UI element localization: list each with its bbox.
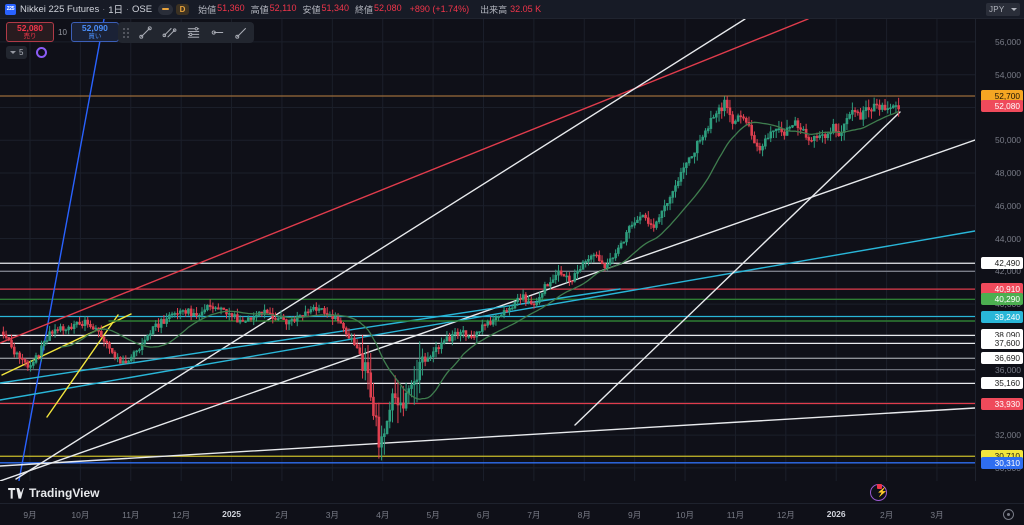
indicator-length-chip[interactable]: 5	[6, 46, 28, 59]
header-separator-2: ·	[126, 4, 129, 14]
price-axis-tick: 54,000	[995, 69, 1021, 80]
time-axis-tick: 2月	[879, 510, 894, 520]
price-axis-tick: 44,000	[995, 233, 1021, 244]
ray-icon[interactable]	[210, 25, 225, 40]
chevron-down-icon	[10, 51, 16, 54]
chart-header: 225 Nikkei 225 Futures · 1日 · OSE D 5136…	[0, 0, 1024, 19]
price-tag-level[interactable]: 37,600	[981, 337, 1023, 350]
parallel-channel-icon[interactable]	[162, 25, 177, 40]
ohlc-low-label: 安値	[302, 4, 321, 15]
price-tag-level[interactable]: 30,310	[981, 456, 1023, 469]
price-tag-level[interactable]: 33,930	[981, 397, 1023, 410]
trend-line-2-icon[interactable]	[234, 25, 249, 40]
crosshair-target-icon[interactable]	[1003, 509, 1014, 520]
price-axis-tick: 42,000	[995, 266, 1021, 277]
tradingview-label: TradingView	[29, 486, 100, 500]
horizontal-lines-icon[interactable]	[186, 25, 201, 40]
price-tag-last-price[interactable]: 52,080	[981, 100, 1023, 113]
price-tag-level[interactable]: 40,290	[981, 293, 1023, 306]
price-tag-level[interactable]: 36,690	[981, 352, 1023, 365]
time-axis-tick: 12月	[776, 510, 795, 520]
chart-canvas[interactable]	[0, 19, 975, 481]
session-dash-icon[interactable]	[158, 3, 174, 15]
trend-line-icon[interactable]	[138, 25, 153, 40]
price-tag-resistance[interactable]: 52,700	[981, 90, 1023, 102]
exchange-label[interactable]: OSE	[132, 3, 153, 15]
bolt-glyph: ⚡	[876, 487, 888, 497]
ohlc-low: 安値 51,340	[302, 3, 349, 16]
time-axis-tick: 11月	[726, 510, 745, 520]
trade-panel: 52,080 売り 10 52,090 買い	[6, 22, 119, 42]
indicator-row: 5	[6, 46, 48, 59]
symbol-name[interactable]: Nikkei 225 Futures	[20, 3, 100, 15]
time-axis[interactable]: 9月 10月 11月 12月 2025 2月 3月 4月 5月 6月 7月 8月 9月 10月 11月 12月…	[0, 503, 1024, 525]
sell-button[interactable]: 52,080 売り	[6, 22, 54, 42]
symbol-logo-icon: 225	[5, 3, 16, 15]
buy-button[interactable]: 52,090 買い	[70, 22, 119, 42]
time-axis-tick: 4月	[376, 510, 390, 520]
time-axis-tick: 9月	[23, 510, 37, 520]
time-axis-tick: 5月	[426, 510, 440, 520]
tradingview-logo-icon	[8, 487, 24, 499]
price-axis-tick: 32,000	[995, 430, 1021, 441]
ohlc-close-label: 終値	[355, 4, 374, 15]
header-separator-1: ·	[102, 4, 106, 14]
volume-label: 出来高	[480, 4, 508, 15]
order-quantity[interactable]: 10	[58, 27, 67, 37]
buy-label: 買い	[88, 32, 102, 40]
time-axis-tick: 10月	[676, 510, 695, 520]
session-badge[interactable]: D	[176, 3, 190, 15]
price-tag-level[interactable]: 35,160	[981, 377, 1023, 390]
time-axis-tick: 2025	[222, 509, 242, 519]
timeframe-label[interactable]: 1日	[108, 5, 123, 16]
volume-value: 32.05 K	[510, 4, 542, 14]
ohlc-values: 51360 始値 51,360 高値 52,110 安値 51,340 終値 5…	[198, 3, 541, 16]
time-axis-tick: 8月	[577, 510, 591, 520]
ohlc-open: 51360 始値 51,360	[198, 3, 245, 16]
alert-badge	[876, 484, 882, 489]
price-axis-tick: 46,000	[995, 200, 1021, 211]
ohlc-high-label: 高値	[250, 4, 269, 15]
price-tag-level[interactable]: 39,240	[981, 310, 1023, 323]
price-change: +890 (+1.74%)	[409, 4, 470, 14]
ohlc-high: 高値 52,110	[251, 3, 297, 16]
currency-selector[interactable]: JPY	[986, 3, 1020, 16]
time-axis-tick: 2月	[275, 510, 289, 520]
price-axis-tick: 50,000	[995, 135, 1021, 146]
time-axis-tick: 11月	[122, 510, 140, 520]
time-axis-tick: 6月	[476, 510, 491, 520]
ohlc-close: 終値 52,080	[355, 3, 402, 16]
ohlc-open-label: 始値	[198, 4, 217, 15]
time-axis-tick: 7月	[527, 510, 541, 520]
time-axis-tick: 3月	[930, 510, 944, 520]
sell-label: 売り	[23, 32, 37, 40]
tradingview-watermark: TradingView	[8, 486, 99, 500]
price-tag-level[interactable]: 42,490	[981, 257, 1023, 270]
ohlc-open-value: 51,360	[217, 2, 245, 13]
indicator-length-value: 5	[19, 48, 24, 57]
price-tag-level[interactable]: 40,910	[981, 283, 1023, 296]
grip-handle-icon[interactable]	[123, 27, 129, 38]
drawing-toolbar	[118, 22, 254, 43]
price-axis[interactable]: 56,00054,00052,00050,00048,00046,00044,0…	[975, 19, 1024, 481]
time-axis-tick: 2026	[826, 509, 846, 519]
ohlc-low-value: 51,340	[321, 2, 350, 13]
time-axis-tick: 9月	[628, 510, 642, 520]
alert-bolt-icon[interactable]: ⚡	[870, 484, 888, 501]
price-axis-tick: 56,000	[995, 36, 1021, 47]
ohlc-close-value: 52,080	[374, 2, 402, 13]
time-axis-tick: 10月	[71, 510, 90, 520]
sell-price: 52,080	[17, 23, 43, 33]
price-axis-tick: 48,000	[995, 168, 1021, 178]
currency-value: JPY	[989, 5, 1005, 14]
alert-ring-icon[interactable]	[36, 47, 48, 58]
time-axis-tick: 3月	[325, 510, 339, 520]
price-axis-tick: 36,000	[995, 364, 1021, 375]
time-axis-tick: 12月	[172, 510, 191, 520]
ohlc-high-value: 52,110	[269, 2, 297, 13]
chevron-down-icon	[1011, 8, 1017, 11]
buy-price: 52,090	[81, 23, 108, 33]
